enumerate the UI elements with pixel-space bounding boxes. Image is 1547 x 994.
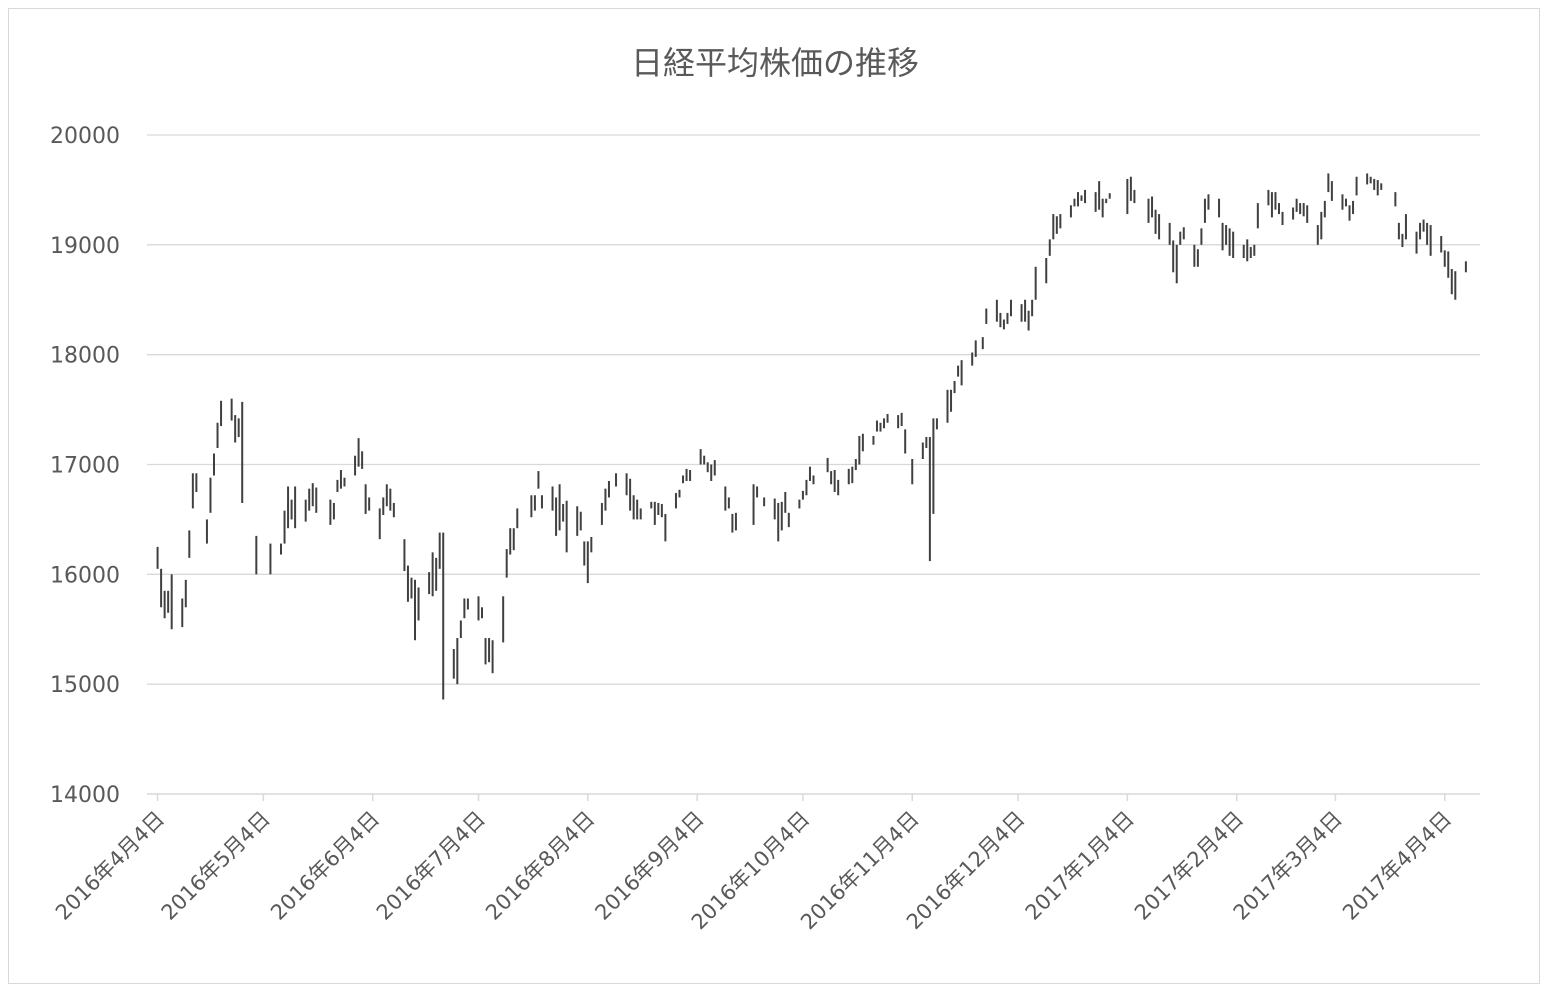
- x-tick-label: 2016年4月4日: [51, 807, 169, 925]
- y-tick-label: 15000: [50, 673, 120, 698]
- chart-area: [8, 8, 1540, 984]
- y-tick-label: 18000: [50, 344, 120, 369]
- x-axis: 2016年4月4日2016年5月4日2016年6月4日2016年7月4日2016…: [51, 793, 1480, 934]
- chart-title: 日経平均株価の推移: [631, 44, 919, 82]
- y-axis: 14000 15000 16000 17000 18000 19000 20000: [50, 124, 120, 808]
- x-tick-label: 2016年6月4日: [266, 807, 384, 925]
- x-tick-label: 2016年7月4日: [372, 807, 490, 925]
- y-tick-label: 19000: [50, 234, 120, 259]
- y-tick-label: 14000: [50, 783, 120, 808]
- y-tick-label: 20000: [50, 124, 120, 149]
- price-range-bars: [156, 173, 1467, 700]
- y-tick-label: 16000: [50, 563, 120, 588]
- y-tick-label: 17000: [50, 454, 120, 479]
- x-tick-label: 2016年9月4日: [590, 807, 708, 925]
- x-tick-label: 2016年8月4日: [481, 807, 599, 925]
- gridlines: [147, 134, 1480, 685]
- x-tick-label: 2017年1月4日: [1021, 807, 1139, 925]
- x-tick-label: 2017年4月4日: [1338, 807, 1456, 925]
- x-tick-label: 2016年5月4日: [157, 807, 275, 925]
